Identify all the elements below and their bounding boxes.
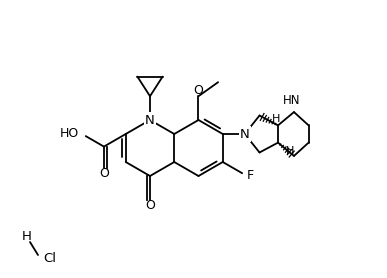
Text: O: O — [99, 167, 109, 180]
Text: N: N — [145, 113, 155, 126]
Text: O: O — [145, 199, 155, 212]
Text: N: N — [240, 128, 250, 140]
Text: H: H — [22, 230, 32, 244]
Text: F: F — [247, 169, 254, 182]
Text: H: H — [286, 146, 295, 156]
Text: HO: HO — [60, 126, 79, 140]
Text: N: N — [240, 128, 250, 140]
Text: H: H — [272, 114, 280, 124]
Text: O: O — [194, 84, 204, 97]
Text: HN: HN — [283, 94, 301, 106]
Text: N: N — [145, 113, 155, 126]
Text: Cl: Cl — [43, 252, 56, 265]
